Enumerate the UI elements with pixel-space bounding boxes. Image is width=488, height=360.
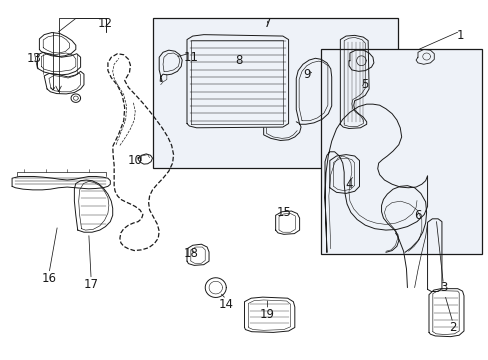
Text: 1: 1 [455, 29, 463, 42]
Text: 5: 5 [361, 78, 368, 91]
Bar [321, 49, 481, 254]
Bar [153, 18, 397, 168]
Text: 10: 10 [127, 154, 142, 167]
Text: 17: 17 [83, 278, 99, 291]
Text: 19: 19 [260, 308, 274, 321]
Text: 18: 18 [183, 247, 198, 260]
Text: 16: 16 [41, 271, 56, 284]
Text: 12: 12 [98, 17, 113, 30]
Text: 8: 8 [235, 54, 242, 67]
Text: 9: 9 [303, 68, 310, 81]
Text: 6: 6 [413, 210, 421, 222]
Text: 11: 11 [183, 51, 198, 64]
Text: 2: 2 [448, 321, 456, 334]
Text: 14: 14 [218, 298, 233, 311]
Text: 3: 3 [439, 281, 446, 294]
Text: 15: 15 [276, 206, 291, 219]
Text: 7: 7 [263, 17, 271, 30]
Text: 13: 13 [27, 52, 42, 65]
Text: 4: 4 [345, 178, 352, 191]
